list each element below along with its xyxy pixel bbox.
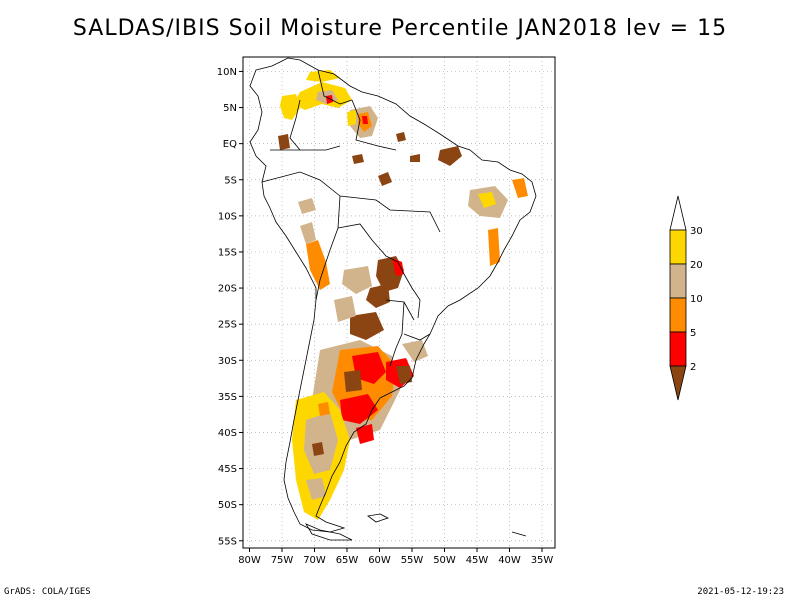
patch-colombia-yellow bbox=[280, 94, 300, 120]
patch-ne-brazil-yellow bbox=[478, 192, 496, 208]
patch-chaco-brown bbox=[350, 312, 384, 340]
lon-tick-label: 40W bbox=[498, 555, 521, 566]
soil-moisture-patches bbox=[278, 70, 528, 520]
lat-tick-label: 30S bbox=[218, 356, 237, 367]
patch-amazon-brown-3 bbox=[352, 154, 364, 164]
map-frame bbox=[242, 56, 556, 549]
colorbar-box bbox=[669, 263, 687, 299]
colorbar-label: 10 bbox=[690, 294, 703, 305]
footer-timestamp: 2021-05-12-19:23 bbox=[697, 587, 784, 597]
patch-east-coast-orange bbox=[488, 228, 500, 266]
colorbar-box bbox=[669, 297, 687, 333]
longitude-axis: 80W 75W 70W 65W 60W 55W 50W 45W 40W 35W bbox=[238, 548, 553, 566]
patch-paraguay-brown bbox=[366, 284, 390, 308]
patch-amazon-brown-2 bbox=[378, 172, 392, 186]
colorbar-bottom-triangle bbox=[669, 365, 687, 401]
patch-paraguay-tan bbox=[342, 266, 372, 294]
patch-patagonia-orange bbox=[318, 402, 330, 416]
colorbar: 30 20 10 5 2 bbox=[669, 195, 703, 401]
falklands bbox=[367, 513, 390, 523]
lon-tick-label: 55W bbox=[401, 555, 424, 566]
patch-amazon-brown-4 bbox=[278, 134, 290, 150]
lat-tick-label: 35S bbox=[218, 392, 237, 403]
south-america-coast bbox=[249, 57, 537, 533]
lon-tick-label: 45W bbox=[466, 555, 489, 566]
lat-tick-label: 45S bbox=[218, 464, 237, 475]
lat-tick-label: 10N bbox=[217, 67, 237, 78]
patch-argentina-red-2 bbox=[340, 394, 378, 424]
lat-tick-label: 50S bbox=[218, 500, 237, 511]
patch-amazon-brown-1 bbox=[438, 146, 462, 166]
patch-amazon-brown-7 bbox=[410, 154, 420, 162]
patch-uruguay-brown bbox=[396, 366, 412, 384]
coastline bbox=[249, 57, 537, 541]
lon-tick-label: 50W bbox=[433, 555, 456, 566]
lat-tick-label: 55S bbox=[218, 536, 237, 547]
tierra-del-fuego bbox=[305, 523, 353, 541]
patch-chaco-tan bbox=[334, 296, 356, 322]
lon-tick-label: 80W bbox=[238, 555, 261, 566]
patch-andes-orange bbox=[306, 240, 330, 290]
lat-tick-label: 10S bbox=[218, 211, 237, 222]
patch-amazon-brown-5 bbox=[298, 198, 316, 214]
colorbar-box bbox=[669, 331, 687, 367]
lat-tick-label: EQ bbox=[223, 139, 237, 150]
patch-pantanal-red bbox=[392, 258, 404, 276]
border-1 bbox=[261, 69, 441, 367]
lat-tick-label: 15S bbox=[218, 247, 237, 258]
lat-tick-label: 5S bbox=[224, 175, 237, 186]
patch-amazon-brown-6 bbox=[396, 132, 406, 142]
colorbar-label: 2 bbox=[690, 362, 696, 373]
patch-andes-tan bbox=[300, 222, 316, 244]
patch-guiana-red bbox=[362, 116, 368, 124]
patch-argentina-brown bbox=[344, 370, 362, 392]
lon-tick-label: 65W bbox=[336, 555, 359, 566]
latitude-axis: 10N 5N EQ 5S 10S 15S 20S 25S 30S 35S 40S 45S 50S 55S bbox=[217, 67, 243, 547]
lat-tick-label: 20S bbox=[218, 284, 237, 295]
lon-tick-label: 60W bbox=[368, 555, 391, 566]
patch-guiana-yellow bbox=[347, 110, 356, 126]
colorbar-box bbox=[669, 229, 687, 265]
patch-ne-coast-orange bbox=[512, 178, 528, 198]
footer-credit: GrADS: COLA/IGES bbox=[4, 587, 91, 597]
patch-north-red bbox=[326, 95, 333, 104]
south-georgia bbox=[511, 531, 527, 537]
lat-tick-label: 40S bbox=[218, 428, 237, 439]
colorbar-top-triangle bbox=[669, 195, 687, 231]
colorbar-label: 20 bbox=[690, 260, 703, 271]
colorbar-label: 5 bbox=[690, 328, 696, 339]
patch-patagonia-tan-2 bbox=[306, 478, 326, 500]
lat-tick-label: 25S bbox=[218, 320, 237, 331]
patch-patagonia-brown bbox=[312, 442, 324, 456]
map-background bbox=[243, 57, 555, 548]
lat-tick-label: 5N bbox=[223, 103, 237, 114]
lon-tick-label: 70W bbox=[303, 555, 326, 566]
colorbar-label: 30 bbox=[690, 226, 703, 237]
map-title: SALDAS/IBIS Soil Moisture Percentile JAN… bbox=[72, 16, 728, 41]
lon-tick-label: 35W bbox=[531, 555, 554, 566]
patch-buenos-aires-red bbox=[356, 424, 374, 444]
patch-rs-tan bbox=[402, 340, 428, 362]
lon-tick-label: 75W bbox=[271, 555, 294, 566]
